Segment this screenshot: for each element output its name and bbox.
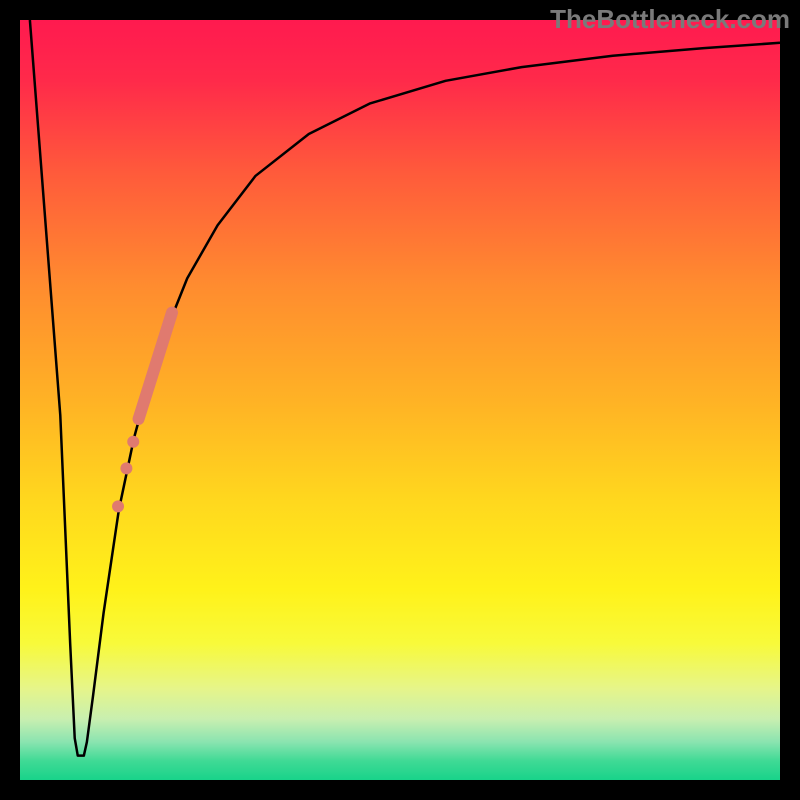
highlight-dot <box>112 500 124 512</box>
highlight-dot <box>120 462 132 474</box>
chart-background <box>20 20 780 780</box>
watermark-text: TheBottleneck.com <box>550 4 790 35</box>
highlight-dot <box>127 436 139 448</box>
chart-container: TheBottleneck.com <box>0 0 800 800</box>
bottleneck-chart <box>0 0 800 800</box>
